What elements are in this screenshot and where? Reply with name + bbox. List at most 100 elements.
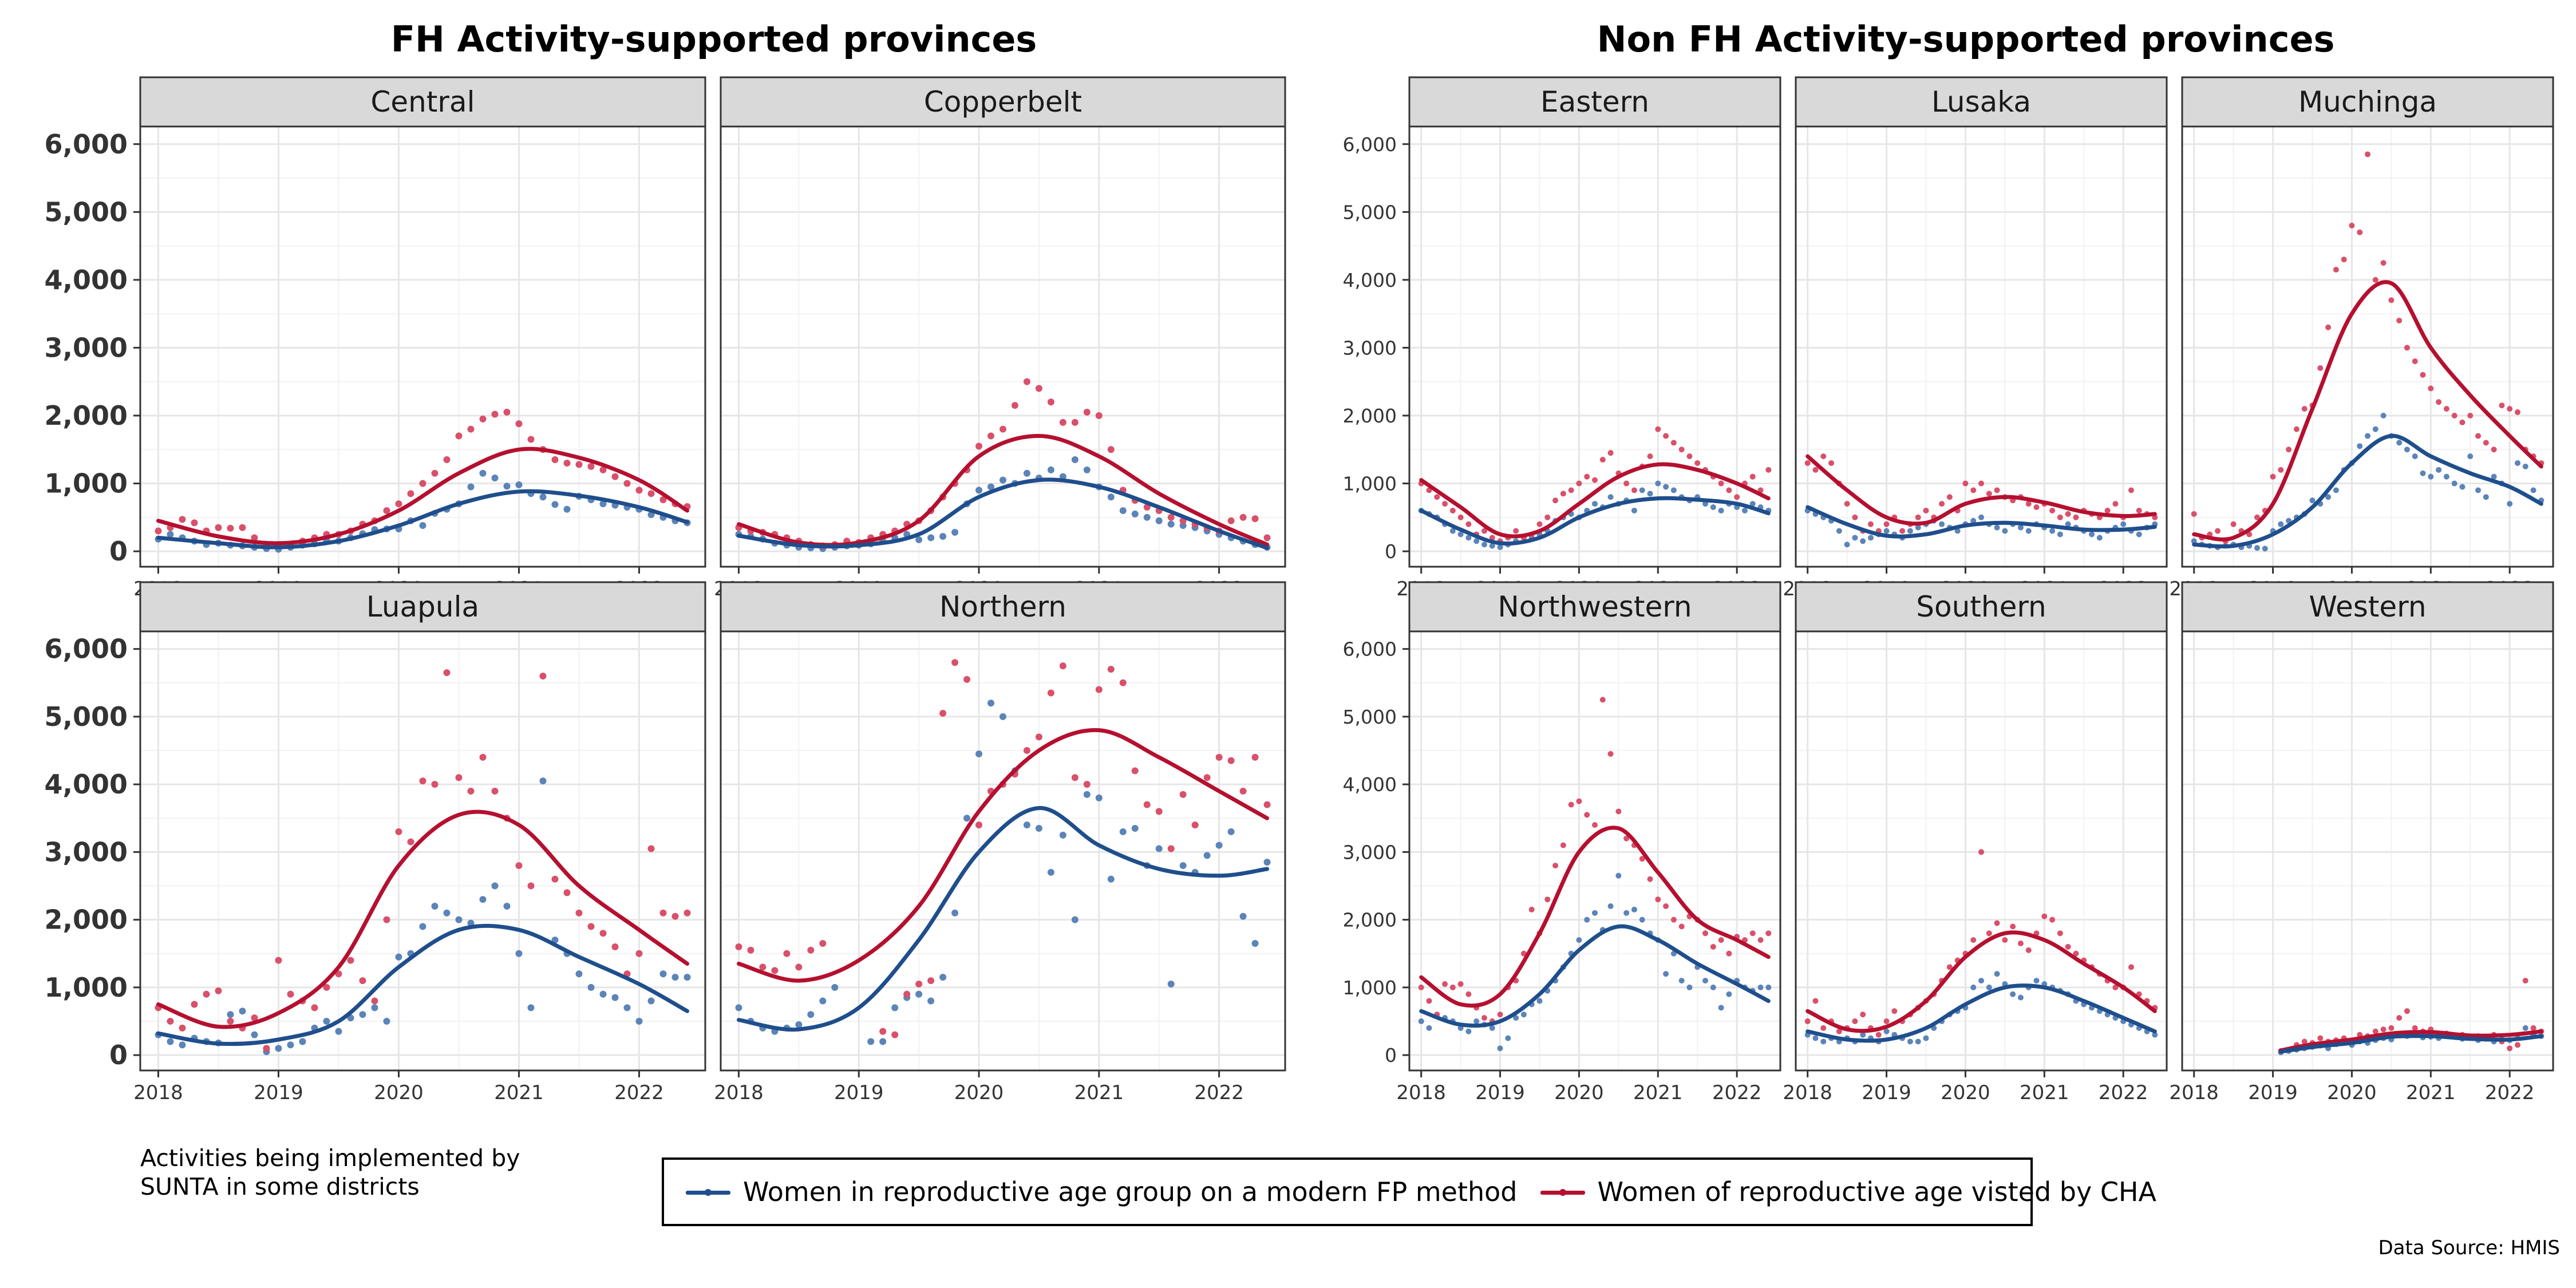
point-cha-muchinga — [2230, 521, 2237, 527]
x-tick-label: 2021 — [2406, 1081, 2456, 1104]
point-cha-northern — [747, 946, 754, 954]
point-cha-northwestern — [1702, 930, 1709, 937]
point-fp-muchinga — [2333, 487, 2339, 493]
point-cha-muchinga — [2365, 151, 2370, 157]
trend-line-fp-northwestern — [1419, 924, 1771, 1028]
point-fp-northwestern — [1757, 984, 1764, 990]
point-cha-northwestern — [1757, 937, 1764, 943]
point-fp-muchinga — [2491, 473, 2497, 480]
point-fp-muchinga — [2262, 546, 2268, 552]
trend-line-cha-luapula — [156, 809, 689, 1029]
point-cha-central — [155, 527, 162, 535]
point-cha-luapula — [479, 753, 487, 761]
point-cha-northwestern — [1544, 896, 1551, 903]
point-cha-muchinga — [2459, 419, 2466, 425]
point-fp-luapula — [371, 1004, 378, 1012]
point-fp-northwestern — [1639, 916, 1645, 923]
legend-label-fp: Women in reproductive age group on a mod… — [743, 1176, 1518, 1207]
point-cha-northern — [1239, 787, 1247, 795]
point-cha-muchinga — [2278, 467, 2284, 473]
point-cha-eastern — [1647, 453, 1653, 460]
point-fp-lusaka — [1860, 538, 1866, 544]
x-tick-label: 2022 — [1194, 1081, 1244, 1104]
point-cha-northwestern — [1552, 863, 1559, 869]
point-cha-southern — [1836, 1028, 1842, 1034]
point-fp-copperbelt — [927, 534, 935, 542]
point-fp-southern — [2017, 994, 2024, 1001]
strip-label-northern: Northern — [939, 590, 1066, 623]
point-cha-luapula — [227, 1018, 234, 1025]
strip-label-eastern: Eastern — [1540, 85, 1649, 118]
point-fp-luapula — [467, 919, 475, 927]
point-fp-muchinga — [2483, 494, 2489, 500]
point-cha-muchinga — [2301, 406, 2308, 412]
point-fp-southern — [1820, 1038, 1827, 1045]
point-fp-luapula — [479, 896, 487, 903]
point-cha-central — [575, 461, 583, 468]
point-fp-eastern — [1497, 544, 1503, 550]
point-cha-northern — [1023, 747, 1030, 754]
x-tick-label: 2020 — [2327, 1081, 2377, 1104]
point-fp-lusaka — [2057, 531, 2063, 538]
point-cha-lusaka — [2049, 507, 2056, 513]
point-cha-southern — [2002, 937, 2008, 943]
trend-line-fp-luapula — [156, 923, 689, 1046]
y-tick-label: 3,000 — [44, 332, 128, 363]
strip-southern — [1795, 581, 2168, 633]
strip-label-muchinga: Muchinga — [2298, 85, 2437, 118]
point-fp-northern — [987, 700, 995, 707]
x-tick-label: 2022 — [1712, 1081, 1762, 1104]
point-cha-northern — [771, 967, 779, 974]
point-cha-eastern — [1513, 528, 1519, 534]
point-cha-eastern — [1686, 453, 1693, 460]
point-cha-northern — [963, 675, 971, 683]
point-cha-lusaka — [1915, 514, 1921, 520]
point-cha-muchinga — [2436, 399, 2442, 405]
point-cha-western — [2404, 1008, 2410, 1014]
point-fp-eastern — [1670, 487, 1677, 493]
point-fp-northern — [927, 997, 935, 1005]
y-tick-label: 4,000 — [44, 769, 128, 800]
point-cha-lusaka — [1946, 494, 1953, 500]
trend-line-cha-western — [2278, 1029, 2543, 1053]
trend-line-fp-central — [156, 489, 689, 550]
point-cha-lusaka — [1962, 480, 1969, 487]
point-cha-luapula — [647, 845, 655, 852]
point-cha-muchinga — [2451, 412, 2458, 418]
point-cha-western — [2507, 1045, 2513, 1052]
trend-line-cha-northwestern — [1419, 825, 1771, 1008]
point-fp-central — [551, 501, 559, 508]
y-tick-label: 2,000 — [44, 904, 128, 935]
point-cha-northwestern — [1497, 1012, 1503, 1018]
x-tick-label: 2019 — [1475, 1081, 1525, 1104]
implementation-note: Activities being implemented by SUNTA in… — [140, 1144, 520, 1200]
point-cha-eastern — [1584, 473, 1590, 480]
legend-item-fp: Women in reproductive age group on a mod… — [686, 1176, 1518, 1207]
point-cha-copperbelt — [987, 432, 995, 440]
point-cha-muchinga — [2325, 324, 2332, 330]
point-cha-northwestern — [1560, 842, 1566, 848]
point-fp-copperbelt — [987, 483, 995, 491]
point-fp-muchinga — [2451, 480, 2458, 487]
point-fp-luapula — [503, 903, 511, 910]
point-fp-eastern — [1718, 507, 1724, 513]
panel-southern: Southern 2018 2019 2020 2021 2022 — [1783, 581, 2168, 1104]
legend-item-cha: Women of reproductive age visted by CHA — [1540, 1176, 2156, 1207]
point-cha-northern — [951, 659, 959, 666]
point-cha-copperbelt — [1227, 517, 1235, 524]
point-cha-southern — [1804, 1018, 1811, 1025]
point-cha-lusaka — [2073, 514, 2079, 520]
point-cha-western — [2301, 1038, 2308, 1045]
point-cha-muchinga — [2333, 267, 2339, 273]
y-tick-label: 3,000 — [1343, 841, 1397, 863]
point-cha-northwestern — [1670, 916, 1677, 923]
point-fp-copperbelt — [975, 487, 983, 494]
point-cha-eastern — [1449, 507, 1456, 513]
point-fp-northern — [1083, 791, 1091, 798]
point-fp-northern — [915, 990, 923, 998]
point-cha-southern — [1852, 1018, 1858, 1025]
point-fp-northern — [1119, 828, 1127, 835]
point-cha-eastern — [1718, 480, 1724, 487]
y-tick-label: 6,000 — [1343, 638, 1397, 661]
point-cha-muchinga — [2341, 256, 2347, 263]
